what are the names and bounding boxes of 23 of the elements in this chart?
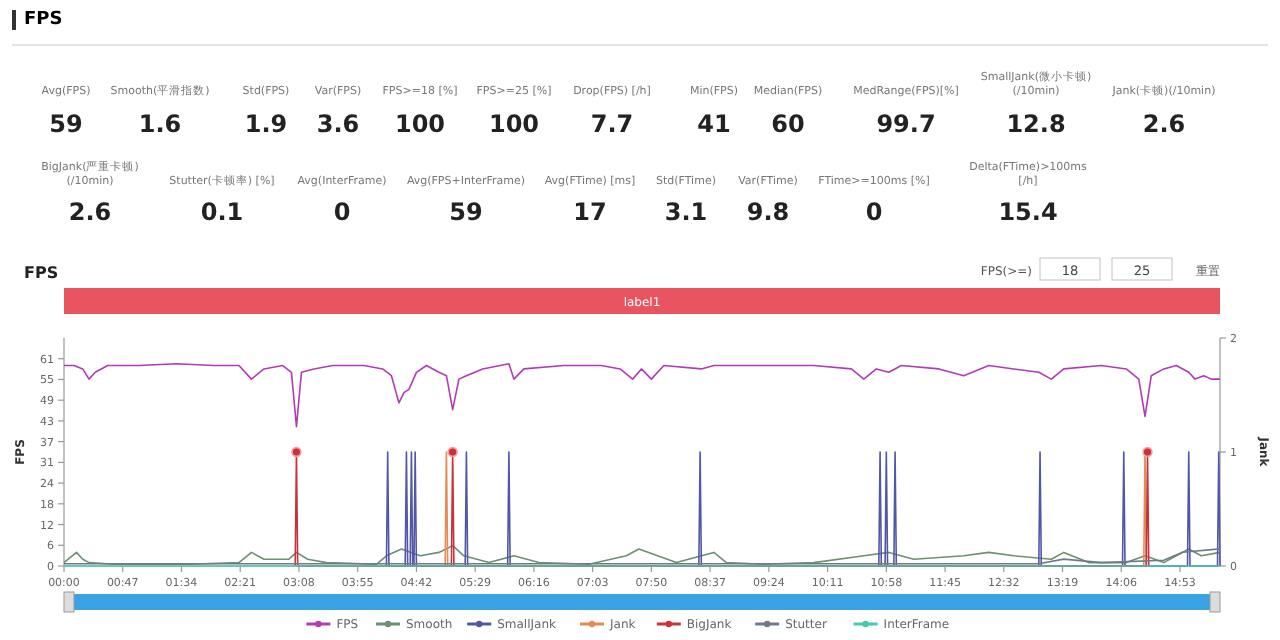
data-label: 60	[769, 110, 807, 138]
data-label: 3.6	[316, 110, 360, 138]
data-label: 7.7	[588, 110, 636, 138]
data-label: 0	[863, 198, 885, 226]
data-label: 15.4	[996, 198, 1060, 226]
data-label: 59	[447, 198, 485, 226]
data-label: 0.1	[198, 198, 246, 226]
data-label: 12.8	[1004, 110, 1068, 138]
data-label: 0	[331, 198, 353, 226]
data-label: 17	[571, 198, 609, 226]
data-label: 1.9	[244, 110, 288, 138]
data-label: 1.6	[136, 110, 184, 138]
data-label: 3.1	[662, 198, 710, 226]
data-label: 100	[392, 110, 448, 138]
data-label: 41	[695, 110, 733, 138]
chart-title: FPS	[24, 264, 59, 282]
data-label: 100	[486, 110, 542, 138]
data-label: 59	[47, 110, 85, 138]
data-label: 99.7	[874, 110, 938, 138]
data-label: 2.6	[66, 198, 114, 226]
text: FPS	[12, 10, 63, 30]
data-label: 2.6	[1140, 110, 1188, 138]
data-label: 9.8	[744, 198, 792, 226]
